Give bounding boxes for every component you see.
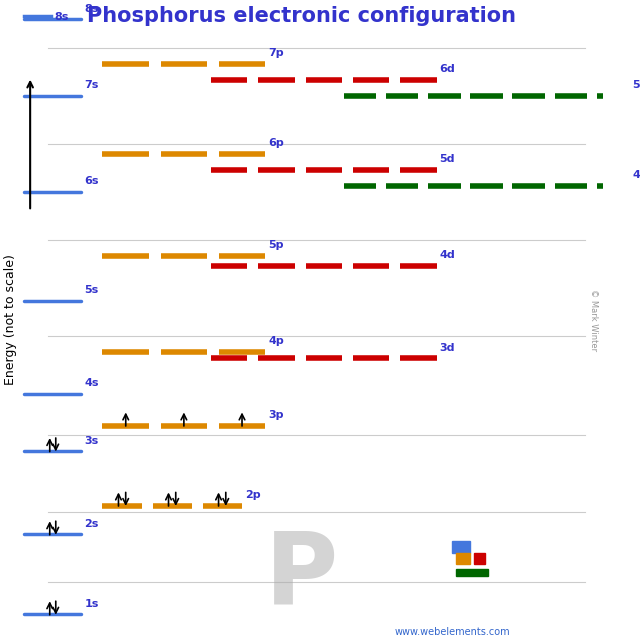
Text: www.webelements.com: www.webelements.com (394, 627, 510, 637)
Text: 1s: 1s (84, 599, 99, 609)
Bar (452, 541, 470, 553)
Bar (456, 553, 470, 564)
Text: 4d: 4d (440, 250, 455, 260)
Text: 8s: 8s (84, 4, 99, 13)
Bar (474, 553, 484, 564)
Text: © Mark Winter: © Mark Winter (589, 289, 598, 351)
Bar (456, 569, 488, 576)
Text: 5s: 5s (84, 285, 99, 295)
Text: 2p: 2p (244, 490, 260, 500)
Text: 5f: 5f (632, 81, 640, 90)
Text: P: P (265, 527, 338, 625)
Text: 4p: 4p (268, 337, 284, 346)
Text: 7s: 7s (84, 81, 99, 90)
Text: 6p: 6p (268, 138, 284, 148)
Text: 5d: 5d (440, 154, 455, 164)
Text: 3p: 3p (268, 410, 284, 420)
Text: Energy (not to scale): Energy (not to scale) (4, 255, 17, 385)
Text: 3s: 3s (84, 436, 99, 445)
Text: 4f: 4f (632, 170, 640, 180)
Text: 6s: 6s (84, 177, 99, 186)
Text: 3d: 3d (440, 343, 455, 353)
Text: 7p: 7p (268, 49, 284, 58)
Text: 8s: 8s (54, 13, 68, 22)
Text: Phosphorus electronic configuration: Phosphorus electronic configuration (87, 6, 516, 26)
Text: 6d: 6d (440, 65, 455, 74)
Text: 2s: 2s (84, 518, 99, 529)
Text: 5p: 5p (268, 241, 284, 250)
Text: 4s: 4s (84, 378, 99, 388)
